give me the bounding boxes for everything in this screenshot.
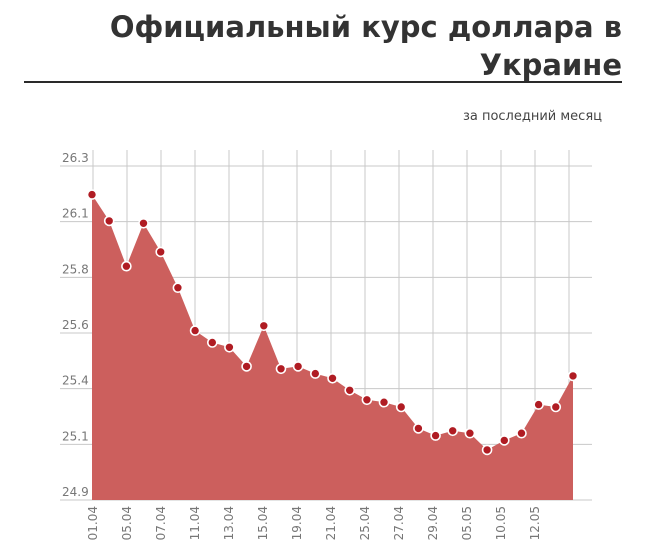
- chart-subtitle: за последний месяц: [462, 109, 602, 124]
- y-axis: 26.3 26.1 25.8 25.6 25.4 25.1 24.9: [62, 151, 89, 499]
- x-tick-label: 15.04: [256, 506, 270, 540]
- x-tick-label: 21.04: [324, 506, 338, 540]
- data-point: [292, 361, 304, 372]
- data-point: [224, 341, 235, 353]
- data-point: [327, 372, 338, 384]
- data-point: [258, 320, 270, 332]
- x-tick-label: 10.05: [494, 506, 508, 540]
- marker-layer: [86, 189, 579, 456]
- data-point: [103, 215, 115, 227]
- data-point: [378, 396, 390, 408]
- data-point: [172, 282, 184, 294]
- series-area: [92, 194, 573, 500]
- y-tick-label: 26.1: [62, 207, 89, 221]
- x-tick-label: 27.04: [392, 506, 406, 540]
- x-tick-label: 05.05: [460, 506, 474, 540]
- data-point: [309, 368, 321, 379]
- data-point: [241, 361, 252, 372]
- data-point: [275, 363, 287, 375]
- x-tick-label: 05.04: [120, 506, 134, 540]
- x-tick-label: 11.04: [188, 506, 202, 540]
- data-point: [481, 444, 493, 456]
- x-tick-label: 12.05: [528, 506, 542, 540]
- x-tick-label: 29.04: [426, 506, 440, 540]
- data-point: [395, 401, 407, 413]
- data-point: [207, 337, 218, 348]
- data-point: [567, 370, 579, 382]
- x-axis: 01.04 05.04 07.04 11.04 13.04 15.04 19.04 21.04…: [86, 506, 542, 540]
- x-tick-label: 07.04: [154, 506, 168, 540]
- x-tick-label: 13.04: [222, 506, 236, 540]
- data-point: [516, 427, 527, 439]
- data-point: [138, 218, 149, 229]
- data-point: [189, 325, 201, 336]
- data-point: [361, 394, 373, 406]
- data-point: [447, 425, 459, 437]
- y-tick-label: 25.4: [62, 374, 89, 388]
- y-tick-label: 25.8: [62, 262, 89, 276]
- data-point: [464, 427, 476, 439]
- y-tick-label: 24.9: [62, 485, 89, 499]
- data-point: [550, 401, 562, 413]
- data-point: [498, 435, 510, 446]
- data-point: [344, 384, 356, 396]
- x-tick-label: 19.04: [290, 506, 304, 540]
- chart-title: Официальный курс доллара в Украине: [109, 10, 622, 82]
- y-tick-label: 25.6: [62, 318, 89, 332]
- x-tick-label: 01.04: [86, 506, 100, 540]
- data-point: [413, 423, 424, 434]
- data-point: [86, 189, 98, 200]
- y-tick-label: 26.3: [62, 151, 89, 165]
- y-tick-label: 25.1: [62, 429, 89, 443]
- x-tick-label: 25.04: [358, 506, 372, 540]
- area-layer: [92, 194, 573, 500]
- title-divider: [24, 81, 622, 83]
- data-point: [155, 246, 166, 258]
- data-point: [533, 399, 544, 410]
- data-point: [430, 430, 441, 441]
- data-point: [121, 260, 132, 272]
